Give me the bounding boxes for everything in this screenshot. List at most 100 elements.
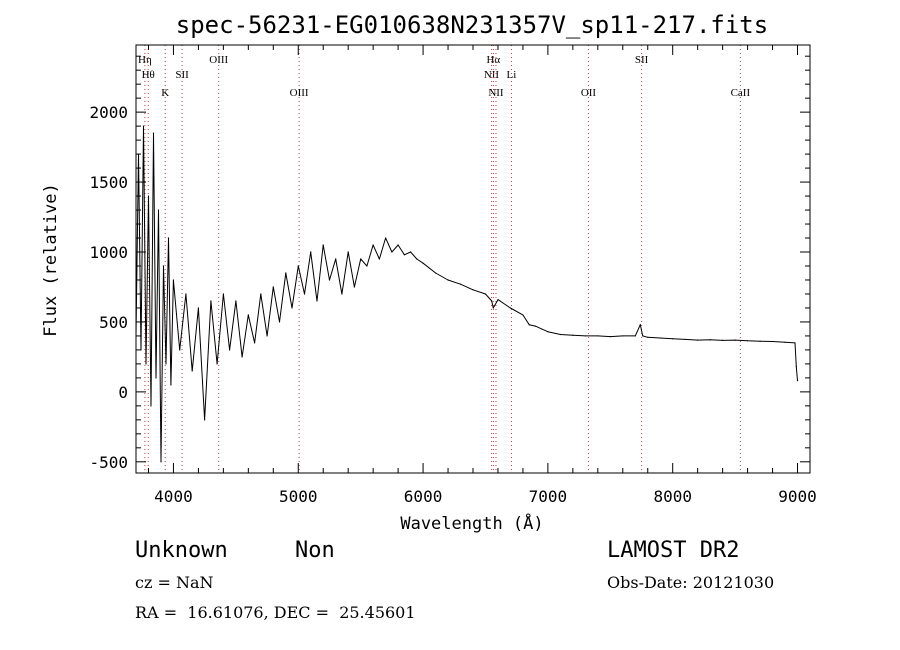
spectrum-point xyxy=(385,237,387,239)
spectrum-point xyxy=(152,132,155,134)
line-marker-label: OII xyxy=(581,87,597,99)
spectrum-point xyxy=(216,363,218,365)
spectrum-point xyxy=(391,251,393,253)
spectrum-point xyxy=(472,289,474,291)
x-tick-label: 4000 xyxy=(154,487,193,506)
plot-area xyxy=(135,125,799,463)
line-marker-label: SII xyxy=(635,54,649,66)
y-tick-label: 1500 xyxy=(89,173,128,192)
spectrum-point xyxy=(528,324,530,326)
spectrum-point xyxy=(310,251,312,253)
spectrum-point xyxy=(509,307,512,309)
spectrum-point xyxy=(491,300,493,302)
axes: 4000 5000 6000 7000 8000 9000 -500 0 500 1000 1500… xyxy=(89,45,817,506)
spectrum-point xyxy=(484,293,487,295)
spectrum-point xyxy=(447,279,449,281)
spectrum-point xyxy=(796,380,799,382)
spectrum-point xyxy=(746,340,749,342)
spectrum-point xyxy=(709,339,711,341)
spectrum-point xyxy=(165,363,167,365)
line-marker-label: K xyxy=(161,87,169,99)
line-marker-label: OIII xyxy=(209,54,228,66)
spectrum-line xyxy=(135,125,798,463)
spectrum-point xyxy=(197,307,200,309)
spectrum-point xyxy=(328,279,331,281)
spectrum-point xyxy=(459,283,462,285)
spectrum-point xyxy=(347,251,349,253)
spectrum-point xyxy=(534,325,537,327)
spectrum-point xyxy=(366,265,368,267)
spectrum-point xyxy=(303,293,306,295)
y-tick-label: 2000 xyxy=(89,103,128,122)
spectrum-point xyxy=(409,251,412,253)
spectrum-point xyxy=(210,300,212,302)
spectrum-point xyxy=(639,324,641,326)
spectrum-point xyxy=(497,298,499,301)
spectrum-point xyxy=(622,335,624,337)
spectrum-point xyxy=(684,338,686,341)
redshift-text: cz = NaN xyxy=(135,573,214,592)
spectrum-point xyxy=(322,244,324,246)
spectrum-point xyxy=(360,258,362,260)
plot-frame xyxy=(135,44,811,474)
spectrum-point xyxy=(170,384,172,386)
spectrum-point xyxy=(647,336,649,338)
spectrum-point xyxy=(541,328,543,330)
spectrum-point xyxy=(147,195,150,197)
spectrum-point xyxy=(771,340,774,343)
survey-label: LAMOST DR2 xyxy=(607,538,740,563)
spectrum-point xyxy=(157,209,160,211)
spectrum-point xyxy=(634,335,636,337)
subclass-label: Non xyxy=(295,538,335,563)
spectrum-point xyxy=(372,244,374,246)
spectrum-point xyxy=(572,334,574,336)
spectrum-point xyxy=(179,349,181,351)
line-marker-label: CaII xyxy=(731,87,751,99)
spectrum-point xyxy=(722,339,724,342)
y-tick-label: -500 xyxy=(89,453,128,472)
x-axis-label: Wavelength (Å) xyxy=(400,512,543,534)
spectrum-point xyxy=(353,286,356,288)
spectrum-point xyxy=(794,342,796,344)
chart-title: spec-56231-EG010638N231357V_sp11-217.fit… xyxy=(176,11,768,39)
spectrum-point xyxy=(335,258,337,260)
spectrum-point xyxy=(155,377,157,379)
x-tick-label: 9000 xyxy=(778,487,817,506)
spectrum-point xyxy=(235,300,237,302)
spectrum-point xyxy=(260,293,262,295)
spectrum-chart: spec-56231-EG010638N231357V_sp11-217.fit… xyxy=(41,11,817,534)
x-tick-label: 6000 xyxy=(404,487,443,506)
spectrum-point xyxy=(167,237,170,239)
spectrum-point xyxy=(247,314,249,316)
x-tick-label: 7000 xyxy=(529,487,568,506)
spectrum-point xyxy=(222,293,224,295)
y-axis-label: Flux (relative) xyxy=(41,183,61,337)
line-marker-label: NII xyxy=(488,87,504,99)
spectrum-point xyxy=(316,300,318,302)
line-marker-label: Hα xyxy=(486,54,500,66)
spectrum-point xyxy=(759,340,761,342)
spectrum-point xyxy=(522,314,524,316)
line-marker-label: Hθ xyxy=(142,69,155,81)
x-tick-label: 5000 xyxy=(279,487,318,506)
spectrum-point xyxy=(416,258,418,260)
spectrum-point xyxy=(378,258,380,260)
spectrum-point xyxy=(204,419,206,421)
spectrum-point xyxy=(285,272,287,274)
spectrum-point xyxy=(403,254,405,256)
line-marker-label: OIII xyxy=(290,87,309,99)
spectrum-point xyxy=(172,279,175,281)
spectrum-point xyxy=(697,339,699,341)
spectrum-point xyxy=(278,321,281,323)
y-tick-label: 1000 xyxy=(89,243,128,262)
spectrum-point xyxy=(659,337,661,339)
spectrum-point xyxy=(784,341,786,343)
spectrum-point xyxy=(734,339,736,341)
spectrum-point xyxy=(642,335,644,337)
spectrum-point xyxy=(266,335,268,337)
spectrum-point xyxy=(162,265,165,267)
line-marker-label: SII xyxy=(175,69,189,81)
spectrum-point xyxy=(150,405,152,407)
spectrum-point xyxy=(584,335,586,337)
spectrum-point xyxy=(672,338,674,340)
